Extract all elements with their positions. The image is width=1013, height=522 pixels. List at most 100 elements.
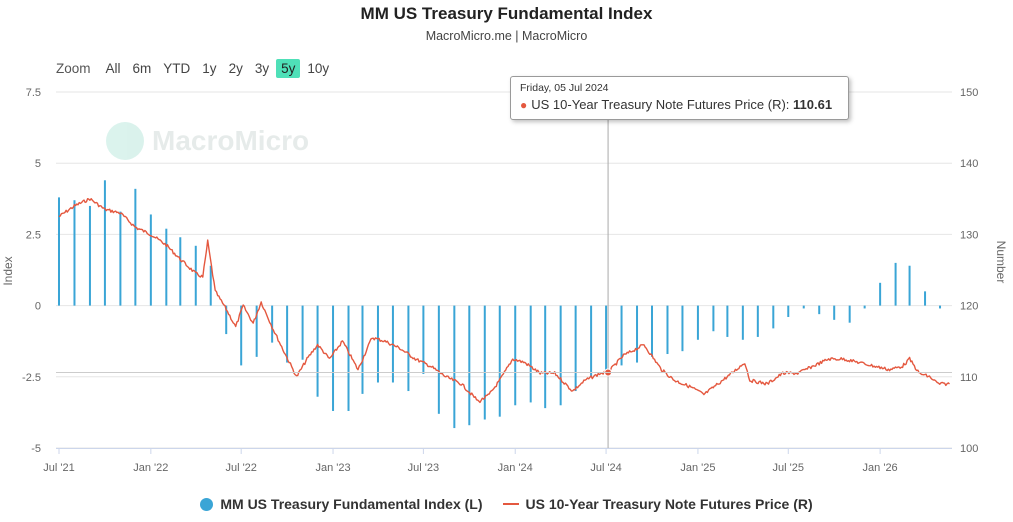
x-tick-label: Jul '25 [773, 462, 804, 474]
zoom-5y-button[interactable]: 5y [276, 59, 301, 78]
index-bar [908, 265, 911, 306]
index-bar [437, 305, 440, 414]
right-axis-ticks: 150 140 130 120 110 100 [960, 87, 978, 455]
index-bar [468, 305, 471, 426]
index-bar [756, 305, 759, 337]
x-tick-label: Jan '24 [498, 462, 533, 474]
watermark-logo-icon [106, 122, 144, 160]
index-bar [316, 305, 319, 397]
legend: MM US Treasury Fundamental Index (L) US … [0, 496, 1013, 512]
index-bars [57, 180, 942, 429]
zoom-ytd-button[interactable]: YTD [163, 61, 191, 76]
index-bar [134, 188, 137, 306]
index-bar [741, 305, 744, 340]
left-tick-label: 0 [35, 301, 41, 313]
tooltip: Friday, 05 Jul 2024 ● US 10-Year Treasury… [510, 76, 849, 120]
index-bar [119, 211, 122, 306]
index-bar [848, 305, 851, 323]
index-bar [863, 305, 866, 309]
index-bar [712, 305, 715, 332]
x-tick-label: Jan '25 [680, 462, 715, 474]
index-bar [103, 180, 106, 306]
legend-label-futures: US 10-Year Treasury Note Futures Price (… [525, 496, 813, 512]
left-tick-label: 2.5 [26, 229, 41, 241]
right-tick-label: 110 [960, 372, 978, 384]
index-bar [194, 245, 197, 306]
index-bar [88, 205, 91, 306]
index-bar [422, 305, 425, 374]
zoom-10y-button[interactable]: 10y [307, 61, 330, 76]
tooltip-series: US 10-Year Treasury Note Futures Price (… [531, 97, 790, 112]
zoom-2y-button[interactable]: 2y [228, 61, 243, 76]
index-bar [772, 305, 775, 329]
index-bar [559, 305, 562, 406]
zoom-3y-button[interactable]: 3y [254, 61, 270, 76]
index-bar [833, 305, 836, 320]
index-bar [301, 305, 304, 360]
left-axis-ticks: 7.5 5 2.5 0 -2.5 -5 [22, 87, 41, 455]
index-bar [347, 305, 350, 411]
index-bar [894, 262, 897, 306]
x-tick-label: Jul '23 [408, 462, 439, 474]
index-bar [924, 291, 927, 306]
index-bar [376, 305, 379, 383]
index-bar [681, 305, 684, 352]
legend-label-index: MM US Treasury Fundamental Index (L) [220, 496, 483, 512]
index-bar [818, 305, 821, 315]
index-bar [636, 305, 639, 363]
index-bar [286, 305, 289, 363]
index-bar [574, 305, 577, 392]
left-axis-label: Index [1, 256, 15, 285]
watermark-text: MacroMicro [152, 125, 310, 156]
index-bar [726, 305, 729, 337]
chart-subtitle: MacroMicro.me | MacroMicro [425, 29, 588, 43]
index-bar [240, 305, 243, 366]
index-bar [696, 305, 699, 340]
left-tick-label: 7.5 [26, 87, 41, 99]
index-bar [332, 305, 335, 411]
index-bar [73, 200, 76, 306]
index-bar [651, 305, 654, 357]
legend-circle-icon [200, 497, 214, 511]
x-tick-label: Jan '22 [133, 462, 168, 474]
crosshair [56, 92, 952, 448]
right-tick-label: 130 [960, 229, 978, 241]
right-tick-label: 100 [960, 443, 978, 455]
right-tick-label: 140 [960, 158, 978, 170]
index-bar [209, 265, 212, 306]
tooltip-dot-icon: ● [520, 98, 528, 112]
x-tick-label: Jul '22 [225, 462, 256, 474]
index-bar [666, 305, 669, 355]
index-bar [879, 282, 882, 306]
left-tick-label: 5 [35, 158, 41, 170]
legend-line-icon [502, 503, 519, 505]
legend-item-index[interactable]: MM US Treasury Fundamental Index (L) [200, 496, 483, 512]
index-bar [498, 305, 501, 417]
zoom-bar: Zoom All 6m YTD 1y 2y 3y 5y 10y [56, 59, 336, 78]
index-bar [149, 214, 152, 306]
legend-item-futures[interactable]: US 10-Year Treasury Note Futures Price (… [502, 496, 813, 512]
index-bar [590, 305, 593, 377]
index-bar [529, 305, 532, 403]
x-tick-label: Jul '24 [590, 462, 621, 474]
futures-price-line [58, 198, 950, 404]
tooltip-row: ● US 10-Year Treasury Note Futures Price … [520, 97, 832, 112]
futures-price-path [58, 198, 950, 404]
index-bar [483, 305, 486, 420]
index-bar [939, 305, 942, 309]
index-bar [225, 305, 228, 335]
x-tick-label: Jan '23 [315, 462, 350, 474]
index-bar [787, 305, 790, 317]
watermark: MacroMicro [106, 122, 309, 160]
index-bar [620, 305, 623, 366]
index-bar [255, 305, 258, 357]
zoom-1y-button[interactable]: 1y [202, 61, 217, 76]
zoom-label: Zoom [56, 61, 91, 76]
zoom-6m-button[interactable]: 6m [132, 61, 152, 76]
index-bar [514, 305, 517, 406]
tooltip-value: 110.61 [793, 97, 833, 112]
index-bar [361, 305, 364, 394]
zoom-all-button[interactable]: All [105, 61, 121, 76]
x-tick-label: Jan '26 [863, 462, 898, 474]
